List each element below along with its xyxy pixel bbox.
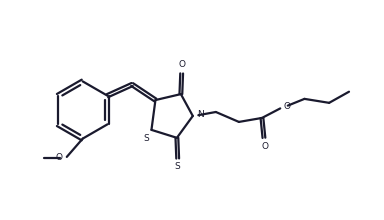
Text: O: O <box>284 101 291 110</box>
Text: S: S <box>144 134 149 143</box>
Text: O: O <box>178 61 185 70</box>
Text: N: N <box>197 110 204 119</box>
Text: S: S <box>175 162 180 171</box>
Text: O: O <box>55 153 63 162</box>
Text: O: O <box>262 142 269 151</box>
